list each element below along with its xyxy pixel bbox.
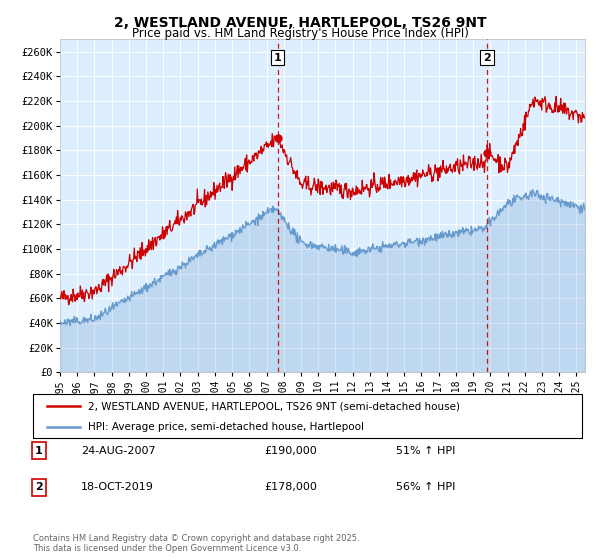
Text: HPI: Average price, semi-detached house, Hartlepool: HPI: Average price, semi-detached house,… [88, 422, 364, 432]
Text: 2, WESTLAND AVENUE, HARTLEPOOL, TS26 9NT: 2, WESTLAND AVENUE, HARTLEPOOL, TS26 9NT [113, 16, 487, 30]
Text: 24-AUG-2007: 24-AUG-2007 [81, 446, 155, 456]
Text: £190,000: £190,000 [264, 446, 317, 456]
FancyBboxPatch shape [33, 394, 582, 438]
Text: £178,000: £178,000 [264, 482, 317, 492]
Text: 51% ↑ HPI: 51% ↑ HPI [396, 446, 455, 456]
Text: Contains HM Land Registry data © Crown copyright and database right 2025.
This d: Contains HM Land Registry data © Crown c… [33, 534, 359, 553]
Text: 18-OCT-2019: 18-OCT-2019 [81, 482, 154, 492]
Text: 2: 2 [483, 53, 491, 63]
Text: 1: 1 [35, 446, 43, 456]
Text: 1: 1 [274, 53, 281, 63]
Text: Price paid vs. HM Land Registry's House Price Index (HPI): Price paid vs. HM Land Registry's House … [131, 27, 469, 40]
Text: 2, WESTLAND AVENUE, HARTLEPOOL, TS26 9NT (semi-detached house): 2, WESTLAND AVENUE, HARTLEPOOL, TS26 9NT… [88, 402, 460, 412]
Text: 56% ↑ HPI: 56% ↑ HPI [396, 482, 455, 492]
Text: 2: 2 [35, 482, 43, 492]
